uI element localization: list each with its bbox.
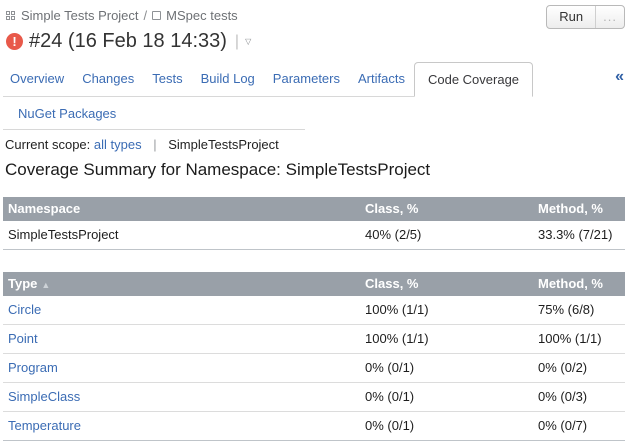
class-pct-cell: 100% (1/1): [360, 324, 533, 354]
tab-artifacts[interactable]: Artifacts: [349, 62, 414, 97]
table-row: Program 0% (0/1) 0% (0/2): [3, 353, 625, 383]
type-link-simpleclass[interactable]: SimpleClass: [8, 389, 81, 404]
build-tabs-row2: NuGet Packages: [3, 98, 305, 130]
collapse-tabs-icon[interactable]: «: [615, 68, 624, 85]
scope-divider: |: [153, 137, 157, 152]
run-button-group: Run ...: [546, 5, 625, 29]
build-failed-status-icon: !: [6, 33, 23, 50]
method-pct-cell: 0% (0/2): [533, 353, 625, 383]
col-header-namespace[interactable]: Namespace: [3, 197, 360, 221]
tab-overview[interactable]: Overview: [3, 62, 74, 97]
table-header-row: Type ▲ Class, % Method, %: [3, 272, 625, 296]
col-header-class-pct[interactable]: Class, %: [360, 272, 533, 296]
current-scope-line: Current scope: all types | SimpleTestsPr…: [5, 137, 279, 152]
tab-tests[interactable]: Tests: [143, 62, 192, 97]
table-row: Temperature 0% (0/1) 0% (0/7): [3, 411, 625, 441]
type-link-circle[interactable]: Circle: [8, 302, 42, 317]
col-header-method-pct[interactable]: Method, %: [533, 197, 625, 221]
type-link-temperature[interactable]: Temperature: [8, 418, 81, 433]
build-tabs: Overview Changes Tests Build Log Paramet…: [3, 62, 534, 97]
breadcrumb: Simple Tests Project / MSpec tests: [6, 8, 238, 23]
method-pct-cell: 100% (1/1): [533, 324, 625, 354]
namespace-name-cell: SimpleTestsProject: [3, 221, 360, 250]
tab-parameters[interactable]: Parameters: [263, 62, 349, 97]
scope-current-namespace: SimpleTestsProject: [168, 137, 279, 152]
build-actions-caret-icon[interactable]: ▽: [245, 37, 252, 46]
breadcrumb-project-link[interactable]: Simple Tests Project: [21, 8, 139, 23]
scope-all-types-link[interactable]: all types: [93, 137, 142, 152]
table-header-row: Namespace Class, % Method, %: [3, 197, 625, 221]
method-pct-cell: 0% (0/3): [533, 382, 625, 412]
type-link-point[interactable]: Point: [8, 331, 38, 346]
sort-ascending-icon: ▲: [41, 280, 51, 290]
table-row: SimpleTestsProject 40% (2/5) 33.3% (7/21…: [3, 221, 625, 250]
run-button[interactable]: Run: [559, 9, 584, 24]
method-pct-cell: 75% (6/8): [533, 296, 625, 325]
type-link-program[interactable]: Program: [8, 360, 58, 375]
table-row: Circle 100% (1/1) 75% (6/8): [3, 296, 625, 325]
tab-build-log[interactable]: Build Log: [191, 62, 264, 97]
table-row: Point 100% (1/1) 100% (1/1): [3, 324, 625, 354]
class-pct-cell: 0% (0/1): [360, 411, 533, 441]
coverage-summary-heading: Coverage Summary for Namespace: SimpleTe…: [5, 160, 431, 179]
tab-nuget-packages[interactable]: NuGet Packages: [18, 106, 117, 121]
run-options-button[interactable]: ...: [595, 6, 624, 28]
tab-changes[interactable]: Changes: [73, 62, 144, 97]
col-header-class-pct[interactable]: Class, %: [360, 197, 533, 221]
class-pct-cell: 0% (0/1): [360, 382, 533, 412]
col-header-method-pct[interactable]: Method, %: [533, 272, 625, 296]
build-number-title: #24 (16 Feb 18 14:33): [29, 30, 227, 52]
scope-label: Current scope:: [5, 137, 91, 152]
breadcrumb-buildconfig-link[interactable]: MSpec tests: [166, 8, 238, 23]
breadcrumb-separator: /: [143, 8, 148, 23]
table-row: SimpleClass 0% (0/1) 0% (0/3): [3, 382, 625, 412]
method-pct-cell: 0% (0/7): [533, 411, 625, 441]
class-pct-cell: 40% (2/5): [360, 221, 533, 250]
class-pct-cell: 100% (1/1): [360, 296, 533, 325]
class-pct-cell: 0% (0/1): [360, 353, 533, 383]
title-separator: |: [234, 32, 240, 50]
tab-code-coverage[interactable]: Code Coverage: [413, 62, 534, 97]
method-pct-cell: 33.3% (7/21): [533, 221, 625, 250]
build-config-icon: [152, 11, 162, 20]
build-title-row: ! #24 (16 Feb 18 14:33) | ▽: [6, 30, 251, 53]
type-coverage-table: Type ▲ Class, % Method, % Circle 100% (1/…: [3, 272, 625, 441]
namespace-coverage-table: Namespace Class, % Method, % SimpleTests…: [3, 197, 625, 250]
project-grid-icon: [6, 11, 15, 20]
col-header-type[interactable]: Type ▲: [3, 272, 360, 296]
